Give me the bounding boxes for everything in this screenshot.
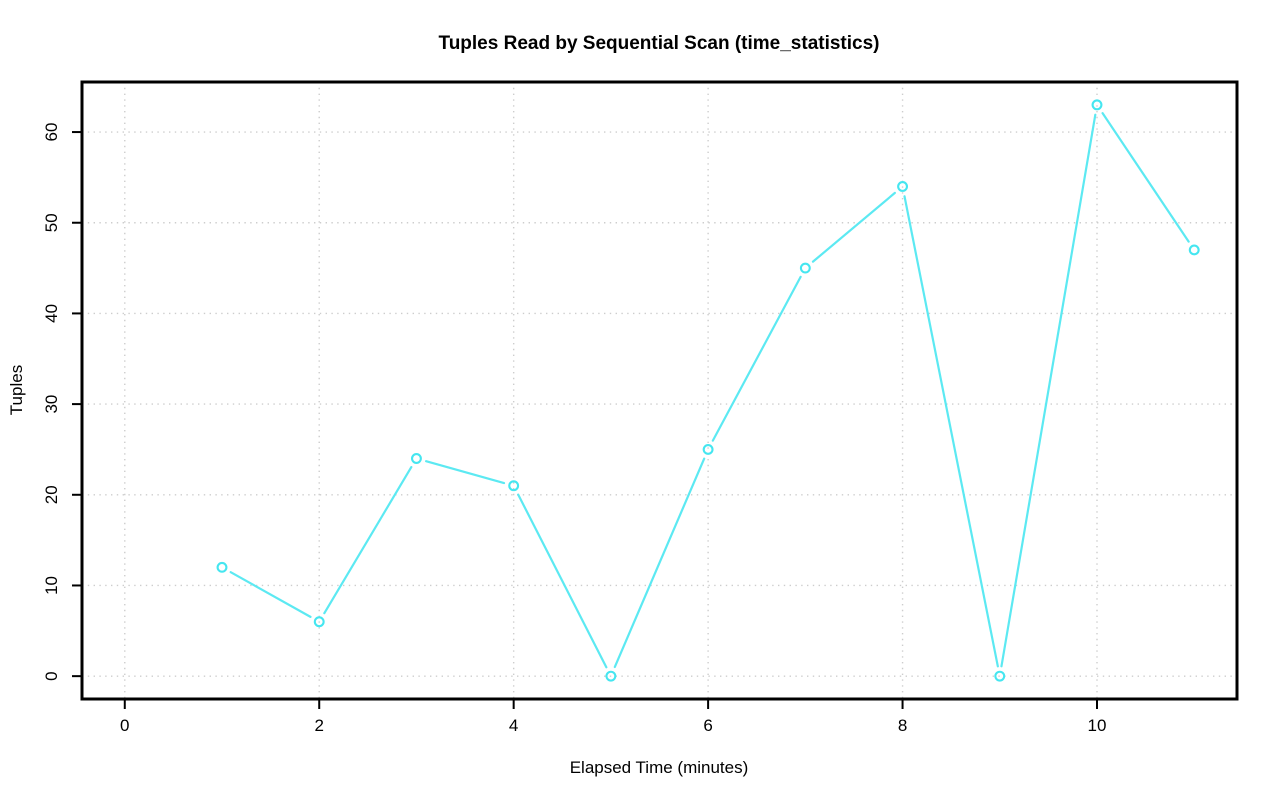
data-point-marker xyxy=(313,616,325,628)
chart-title: Tuples Read by Sequential Scan (time_sta… xyxy=(439,33,880,54)
plot-box xyxy=(80,80,1239,701)
x-tick-label: 8 xyxy=(898,716,907,735)
series-line-segment xyxy=(517,493,608,669)
x-axis-label: Elapsed Time (minutes) xyxy=(570,758,749,777)
y-tick-label: 10 xyxy=(42,576,61,595)
series-line-segment xyxy=(424,460,506,485)
x-tick-label: 6 xyxy=(703,716,712,735)
x-tick-label: 4 xyxy=(509,716,518,735)
data-point-marker xyxy=(702,443,714,455)
y-tick-label: 20 xyxy=(42,485,61,504)
series-line-segment xyxy=(323,466,413,615)
data-series-tuples xyxy=(216,99,1200,682)
data-point-marker xyxy=(994,670,1006,682)
data-point-marker xyxy=(410,453,422,464)
data-point-marker xyxy=(508,480,520,492)
series-line-segment xyxy=(1000,113,1097,668)
axes: 0 2 4 6 8 10 0 10 20 30 40 50 60 xyxy=(42,80,1239,735)
series-line-segment xyxy=(1101,112,1190,243)
y-tick-label: 40 xyxy=(42,304,61,323)
data-point-marker xyxy=(605,670,617,682)
series-line-segment xyxy=(613,457,706,669)
series-line-segment xyxy=(811,191,896,263)
data-point-marker xyxy=(1091,99,1103,111)
y-axis-label: Tuples xyxy=(7,365,26,415)
y-tick-label: 50 xyxy=(42,213,61,232)
data-point-marker xyxy=(897,181,909,192)
gridlines xyxy=(82,82,1237,699)
y-tick-label: 30 xyxy=(42,395,61,414)
data-point-marker xyxy=(1188,244,1200,256)
y-tick-label: 0 xyxy=(42,671,61,680)
x-tick-label: 0 xyxy=(120,716,129,735)
series-line-segment xyxy=(711,275,802,442)
y-tick-label: 60 xyxy=(42,123,61,142)
x-tick-label: 2 xyxy=(314,716,323,735)
data-point-marker xyxy=(216,561,228,573)
series-line-segment xyxy=(903,195,999,668)
series-line-segment xyxy=(229,571,312,618)
x-tick-label: 10 xyxy=(1088,716,1107,735)
data-point-marker xyxy=(799,262,811,274)
